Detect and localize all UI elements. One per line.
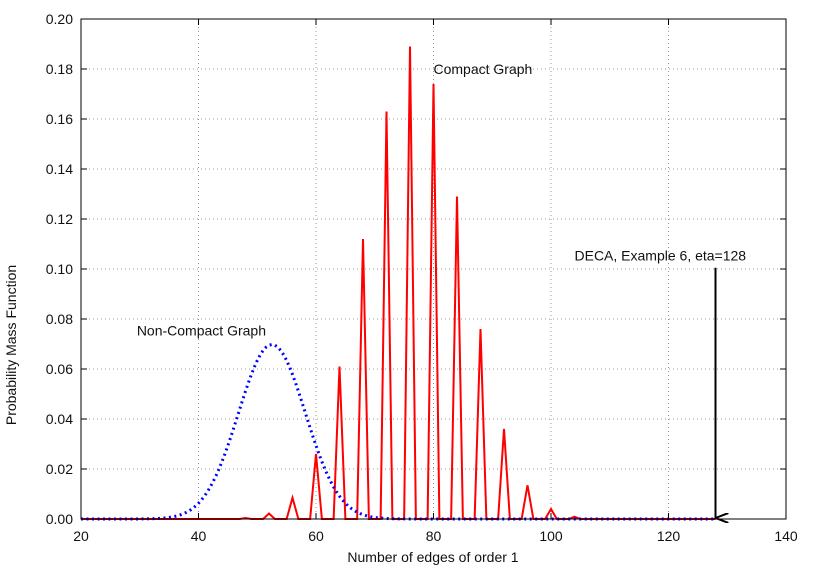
y-axis-label: Probability Mass Function [3,265,19,425]
x-tick-label: 100 [539,528,563,544]
x-axis-label: Number of edges of order 1 [347,549,518,565]
y-tick-label: 0.00 [46,511,73,527]
series-layer [81,46,716,521]
y-tick-label: 0.14 [46,161,73,177]
y-tick-label: 0.20 [46,11,73,27]
annotation-label: Non-Compact Graph [137,322,266,338]
y-tick-label: 0.06 [46,361,73,377]
x-tick-label: 120 [657,528,681,544]
x-tick-label: 140 [774,528,798,544]
x-tick-label: 20 [73,528,89,544]
non-compact-graph-line [81,342,716,521]
annotations: Compact Graph Non-Compact Graph DECA, Exam… [137,61,746,518]
y-tick-label: 0.18 [46,61,73,77]
annotation-label: DECA, Example 6, eta=128 [575,247,747,263]
y-tick-label: 0.04 [46,411,73,427]
compact-graph-line [81,46,716,520]
annotation-label: Compact Graph [434,61,533,77]
y-tick-label: 0.16 [46,111,73,127]
y-tick-label: 0.10 [46,261,73,277]
y-tick-label: 0.12 [46,211,73,227]
y-tick-label: 0.08 [46,311,73,327]
ticks: 20 40 60 80 100 120 140 0.00 0.02 0.04 0.06 0.08 0.1… [46,11,798,544]
x-tick-label: 80 [426,528,442,544]
x-tick-label: 40 [191,528,207,544]
y-tick-label: 0.02 [46,461,73,477]
x-tick-label: 60 [308,528,324,544]
